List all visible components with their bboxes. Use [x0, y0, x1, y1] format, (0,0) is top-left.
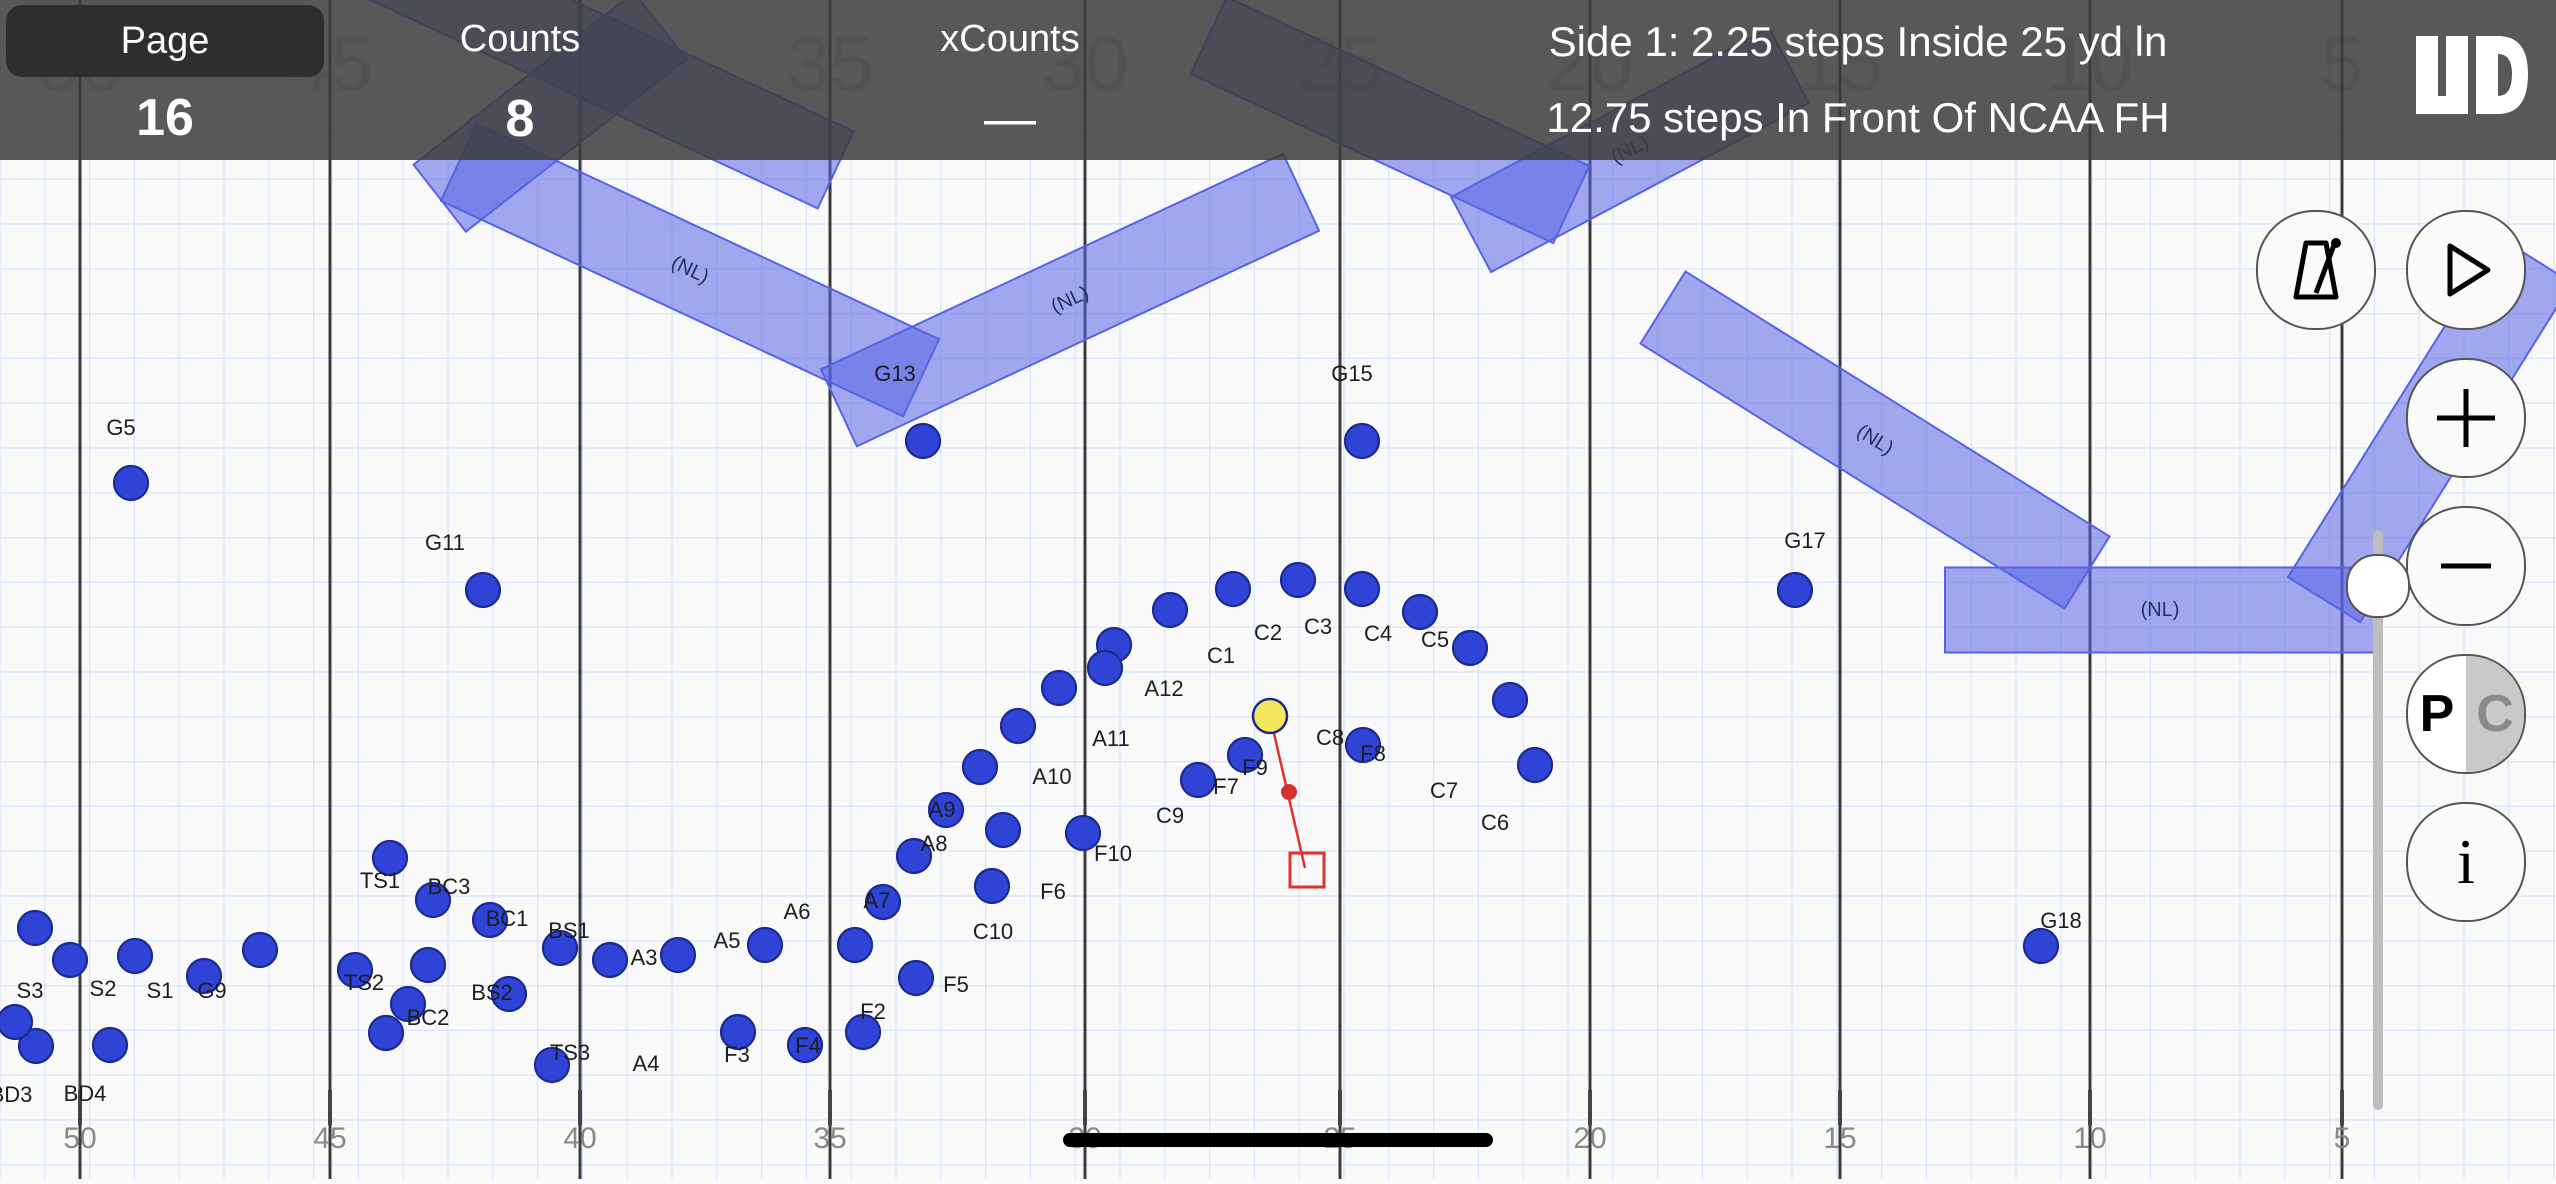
svg-text:F4: F4 [795, 1033, 821, 1058]
page-label: Page [6, 5, 324, 77]
svg-text:F6: F6 [1040, 879, 1066, 904]
svg-text:A6: A6 [784, 899, 811, 924]
svg-text:C9: C9 [1156, 803, 1184, 828]
svg-text:C5: C5 [1421, 627, 1449, 652]
svg-text:C3: C3 [1304, 614, 1332, 639]
svg-text:BC1: BC1 [486, 906, 529, 931]
svg-text:A8: A8 [921, 831, 948, 856]
svg-text:C10: C10 [973, 919, 1013, 944]
svg-text:S3: S3 [17, 978, 44, 1003]
udb-logo [2416, 26, 2536, 134]
svg-text:C2: C2 [1254, 620, 1282, 645]
svg-text:20: 20 [1573, 1122, 1606, 1155]
svg-text:A5: A5 [714, 928, 741, 953]
counts-label: Counts [330, 0, 710, 78]
svg-text:TS2: TS2 [344, 970, 384, 995]
pc-toggle[interactable]: P C [2406, 654, 2526, 774]
svg-text:C7: C7 [1430, 778, 1458, 803]
counts-column[interactable]: Counts 8 [330, 0, 710, 160]
xcounts-column[interactable]: xCounts — [710, 0, 1310, 160]
svg-text:C1: C1 [1207, 643, 1235, 668]
header-bar: Page 16 Counts 8 xCounts — Side 1: 2.25 … [0, 0, 2556, 160]
svg-text:BC2: BC2 [407, 1005, 450, 1030]
svg-text:10: 10 [2073, 1122, 2106, 1155]
svg-text:A9: A9 [929, 797, 956, 822]
svg-text:40: 40 [563, 1122, 596, 1155]
svg-text:BD3: BD3 [0, 1082, 32, 1107]
xcounts-value: — [710, 78, 1310, 160]
side-text: Side 1: 2.25 steps Inside 25 yd ln [1549, 4, 2168, 80]
svg-text:BC3: BC3 [428, 874, 471, 899]
svg-text:BD4: BD4 [64, 1081, 107, 1106]
metronome-button[interactable] [2256, 210, 2376, 330]
zoom-out-button[interactable] [2406, 506, 2526, 626]
field-canvas[interactable]: 50454035302520151055045403530252015105(N… [0, 0, 2556, 1179]
svg-text:A12: A12 [1144, 676, 1183, 701]
svg-text:F5: F5 [943, 972, 969, 997]
svg-text:F2: F2 [860, 999, 886, 1024]
svg-text:G15: G15 [1331, 361, 1373, 386]
tempo-slider[interactable] [2370, 530, 2386, 1110]
svg-text:A3: A3 [631, 945, 658, 970]
svg-text:15: 15 [1823, 1122, 1856, 1155]
svg-text:G11: G11 [425, 530, 465, 555]
play-button[interactable] [2406, 210, 2526, 330]
svg-text:F7: F7 [1213, 774, 1239, 799]
svg-text:G18: G18 [2040, 908, 2082, 933]
page-value: 16 [0, 77, 330, 159]
svg-text:F8: F8 [1360, 741, 1386, 766]
depth-text: 12.75 steps In Front Of NCAA FH [1546, 80, 2169, 156]
svg-text:G5: G5 [106, 415, 135, 440]
zoom-in-button[interactable] [2406, 358, 2526, 478]
svg-text:TS1: TS1 [360, 868, 400, 893]
svg-text:S1: S1 [147, 978, 174, 1003]
svg-text:BS2: BS2 [471, 980, 513, 1005]
svg-text:C4: C4 [1364, 621, 1392, 646]
svg-text:BS1: BS1 [548, 918, 590, 943]
svg-text:A10: A10 [1032, 764, 1071, 789]
svg-text:G17: G17 [1784, 528, 1826, 553]
page-column[interactable]: Page 16 [0, 0, 330, 160]
svg-text:G9: G9 [197, 978, 226, 1003]
info-button[interactable]: i [2406, 802, 2526, 922]
svg-text:A4: A4 [633, 1051, 660, 1076]
counts-value: 8 [330, 78, 710, 160]
xcounts-label: xCounts [710, 0, 1310, 78]
svg-text:G13: G13 [874, 361, 916, 386]
svg-text:F9: F9 [1242, 755, 1268, 780]
svg-text:F3: F3 [724, 1042, 750, 1067]
svg-text:35: 35 [813, 1122, 846, 1155]
home-indicator [1063, 1133, 1493, 1147]
svg-text:50: 50 [63, 1122, 96, 1155]
svg-text:A7: A7 [864, 888, 891, 913]
svg-text:A11: A11 [1092, 726, 1130, 751]
svg-text:S2: S2 [90, 976, 117, 1001]
slider-thumb[interactable] [2346, 554, 2410, 618]
svg-text:C8: C8 [1316, 725, 1344, 750]
svg-text:C6: C6 [1481, 810, 1509, 835]
pc-p[interactable]: P [2408, 656, 2466, 772]
position-readout: Side 1: 2.25 steps Inside 25 yd ln 12.75… [1310, 0, 2556, 160]
pc-c[interactable]: C [2466, 656, 2524, 772]
svg-text:45: 45 [313, 1122, 346, 1155]
svg-text:TS3: TS3 [550, 1040, 590, 1065]
svg-text:F10: F10 [1094, 841, 1132, 866]
svg-text:(NL): (NL) [2141, 599, 2180, 621]
svg-text:5: 5 [2334, 1122, 2351, 1155]
